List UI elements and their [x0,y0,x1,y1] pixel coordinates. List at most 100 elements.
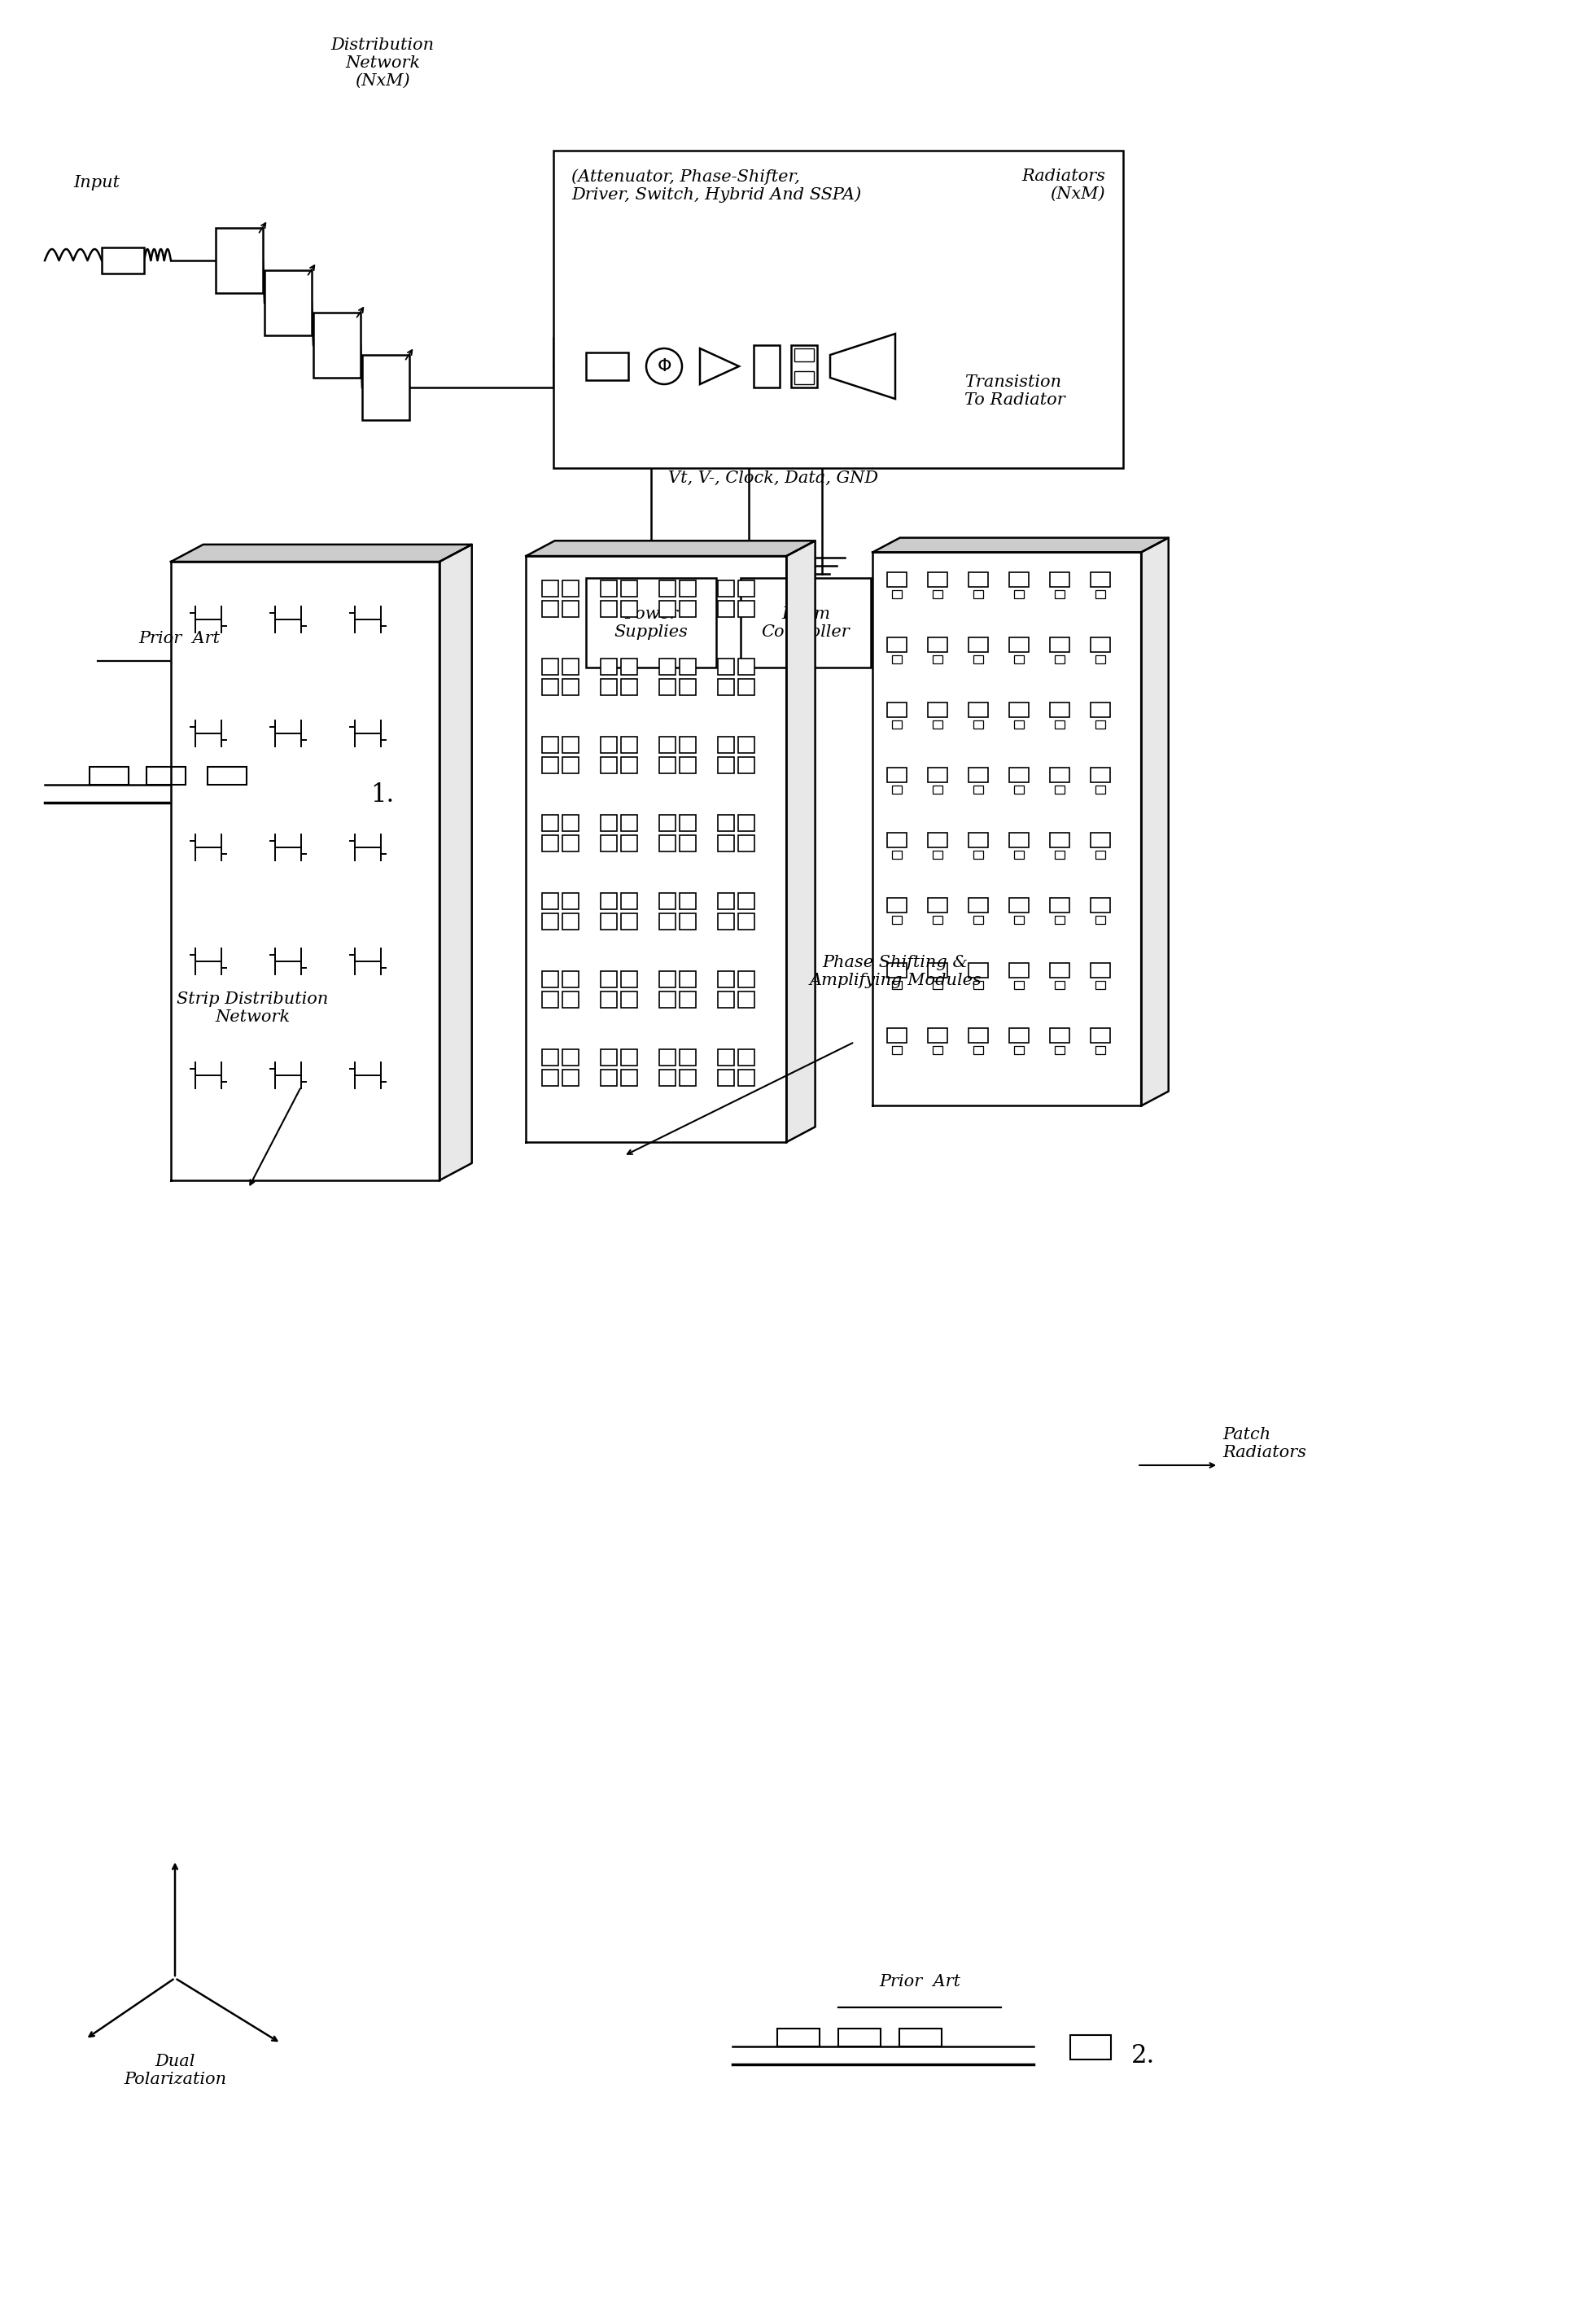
Bar [600,834,618,853]
Bar [1009,768,1029,784]
Bar [621,600,637,618]
Bar [543,678,559,696]
Text: 2.: 2. [1132,2043,1156,2068]
Bar [680,581,696,597]
Bar [718,660,734,676]
Bar [718,972,734,988]
Bar [563,1050,579,1066]
Bar [1090,899,1111,912]
Bar [563,990,579,1009]
Bar [1090,768,1111,784]
Bar [1055,981,1065,990]
Bar [586,352,629,379]
Bar [207,768,247,784]
Bar [887,703,907,717]
Bar [887,639,907,653]
Bar [1095,850,1106,859]
Bar [739,990,755,1009]
Bar [739,738,755,754]
Bar [1050,1030,1069,1043]
Bar [1055,591,1065,600]
Bar [718,581,734,597]
Bar [718,756,734,774]
Bar [718,894,734,910]
Bar [1013,786,1025,795]
Bar [680,990,696,1009]
Bar [969,834,988,848]
Bar [718,912,734,931]
Bar [1013,917,1025,924]
Bar [892,786,902,795]
Bar [927,768,948,784]
Bar [659,972,675,988]
Bar [1090,834,1111,848]
Text: Input: Input [73,175,120,191]
Bar [621,738,637,754]
Bar [621,816,637,832]
Bar [887,834,907,848]
Bar [621,660,637,676]
Bar [932,722,943,728]
Bar [792,345,817,388]
Bar [739,756,755,774]
Bar [563,894,579,910]
Bar [659,1069,675,1087]
Bar [1090,1030,1111,1043]
Bar [974,917,983,924]
Text: Vt, V-, Clock, Data, GND: Vt, V-, Clock, Data, GND [669,471,878,485]
Bar [543,1069,559,1087]
Polygon shape [171,545,472,561]
Bar [1009,639,1029,653]
Bar [543,660,559,676]
Bar [1050,572,1069,588]
Bar [892,1046,902,1055]
Bar [1095,655,1106,664]
Bar [974,591,983,600]
Bar [1050,703,1069,717]
Bar [659,834,675,853]
Bar [600,600,618,618]
Bar [659,738,675,754]
Bar [563,756,579,774]
Bar [1013,655,1025,664]
Bar [1090,703,1111,717]
Bar [718,738,734,754]
Bar [543,756,559,774]
Bar [621,756,637,774]
Bar [680,600,696,618]
Bar [739,678,755,696]
Bar [974,786,983,795]
Bar [969,1030,988,1043]
Bar [563,600,579,618]
Bar [969,963,988,979]
Bar [563,912,579,931]
Bar [795,349,814,361]
Bar [1050,768,1069,784]
Bar [680,756,696,774]
Text: Transistion
To Radiator: Transistion To Radiator [964,375,1065,407]
Polygon shape [439,545,472,1181]
Bar [718,600,734,618]
Bar [969,899,988,912]
Bar [543,894,559,910]
Bar [680,678,696,696]
Bar [563,972,579,988]
Bar [1095,1046,1106,1055]
Bar [659,756,675,774]
Bar [563,816,579,832]
Bar [600,678,618,696]
Bar [1055,917,1065,924]
Bar [621,972,637,988]
Bar [659,990,675,1009]
Bar [1050,834,1069,848]
Bar [680,816,696,832]
Bar [563,738,579,754]
Text: (Attenuator, Phase-Shifter,
Driver, Switch, Hybrid And SSPA): (Attenuator, Phase-Shifter, Driver, Swit… [571,168,862,202]
Bar [969,572,988,588]
Bar [600,581,618,597]
Circle shape [646,349,681,384]
Bar [1095,917,1106,924]
Bar [543,990,559,1009]
Bar [1090,639,1111,653]
Bar [1009,963,1029,979]
